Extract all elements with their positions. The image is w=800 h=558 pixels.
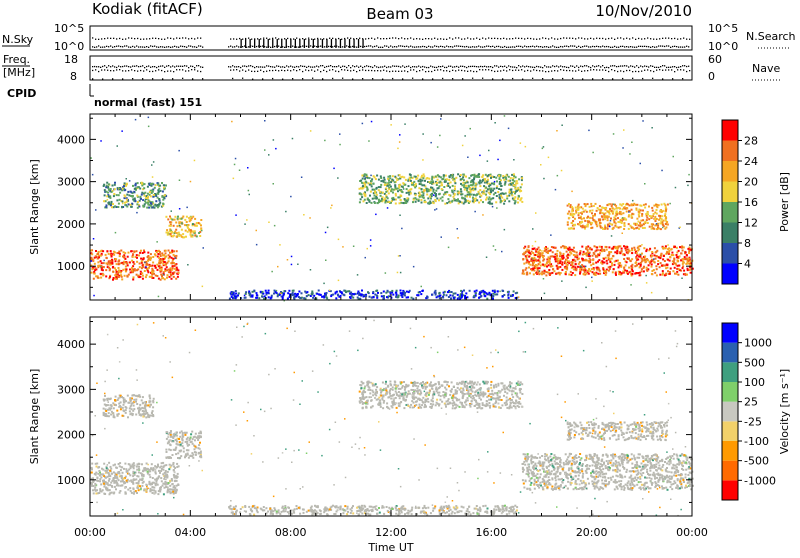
velocity-colorbar-tick-5: -100	[744, 435, 769, 448]
cpid-label: CPID	[7, 87, 36, 100]
xtick-label-5: 20:00	[576, 526, 608, 539]
freq-tick-bottom: 8	[70, 70, 77, 83]
power-region-1	[165, 216, 202, 239]
velocity-colorbar-label: Velocity [m s⁻¹]	[778, 369, 791, 454]
velocity-colorbar-segment-3	[722, 421, 738, 441]
velocity-region-4	[522, 453, 695, 491]
power-region-5	[567, 203, 669, 230]
freq-strip-frame	[90, 56, 692, 80]
velocity-colorbar-tick-0: 1000	[744, 337, 772, 350]
velocity-region-5	[567, 421, 668, 441]
power-colorbar-tick-6: 28	[744, 135, 758, 148]
velocity-ytick-label-0: 1000	[57, 474, 85, 487]
freq-tick-top: 18	[64, 53, 78, 66]
power-colorbar-segment-4	[722, 182, 738, 203]
beam-title: Beam 03	[366, 5, 433, 23]
velocity-colorbar-segment-1	[722, 461, 738, 481]
velocity-ytick-label-3: 4000	[57, 338, 85, 351]
velocity-colorbar: 1000 500 100 25 -25 -100 -500 -1000 Velocity [m …	[722, 323, 791, 500]
power-ytick-label-1: 2000	[57, 218, 85, 231]
xtick-label-1: 04:00	[174, 526, 206, 539]
power-colorbar-tick-3: 16	[744, 196, 758, 209]
velocity-panel: 1000 2000 3000 4000 00:00 04:00 08:00 12:00 16:0…	[28, 317, 791, 539]
power-colorbar-segment-6	[722, 141, 738, 162]
power-colorbar: 4 8 12 16 20 24 28 Power [dB]	[722, 120, 791, 284]
velocity-region-3	[359, 381, 524, 410]
power-region-0	[90, 249, 180, 280]
x-axis-title: Time UT	[367, 541, 413, 554]
velocity-region-1	[165, 430, 202, 459]
date-title: 10/Nov/2010	[595, 2, 692, 20]
velocity-colorbar-segment-4	[722, 402, 738, 422]
nsearch-tick-bottom: 10^0	[708, 40, 738, 53]
nsky-strip-data	[92, 37, 690, 48]
xtick-label-4: 16:00	[475, 526, 507, 539]
power-colorbar-segment-2	[722, 223, 738, 244]
power-colorbar-tick-2: 12	[744, 217, 758, 230]
freq-strip-data	[92, 65, 690, 80]
station-title: Kodiak (fitACF)	[92, 0, 203, 18]
power-ylabel: Slant Range [km]	[28, 159, 41, 255]
power-colorbar-segment-3	[722, 202, 738, 223]
nsky-label: N.Sky	[2, 33, 34, 46]
power-colorbar-segment-7	[722, 120, 738, 141]
freq-unit-label: [MHz]	[3, 66, 35, 79]
cpid-mode: normal (fast) 151	[94, 96, 202, 109]
nsearch-tick-top: 10^5	[708, 22, 738, 35]
velocity-colorbar-tick-2: 100	[744, 376, 765, 389]
power-region-2	[103, 182, 167, 209]
nave-tick-top: 60	[708, 53, 722, 66]
nave-tick-bottom: 0	[708, 70, 715, 83]
velocity-region-0	[90, 462, 180, 496]
power-colorbar-tick-1: 8	[744, 237, 751, 250]
power-region-6	[229, 290, 518, 300]
velocity-ylabel: Slant Range [km]	[28, 369, 41, 465]
power-ytick-label-0: 1000	[57, 260, 85, 273]
velocity-ytick-label-1: 2000	[57, 429, 85, 442]
velocity-colorbar-segment-8	[722, 323, 738, 343]
velocity-colorbar-tick-4: -25	[744, 415, 762, 428]
velocity-region-2	[103, 394, 155, 418]
power-colorbar-tick-0: 4	[744, 258, 751, 271]
xtick-label-3: 12:00	[375, 526, 407, 539]
xtick-label-0: 00:00	[74, 526, 106, 539]
power-region-4	[522, 245, 694, 276]
velocity-colorbar-tick-7: -1000	[744, 474, 776, 487]
power-colorbar-segment-5	[722, 161, 738, 182]
xtick-label-2: 08:00	[275, 526, 307, 539]
velocity-ytick-label-2: 3000	[57, 383, 85, 396]
power-scatter-regions	[90, 173, 694, 300]
velocity-colorbar-segment-0	[722, 480, 738, 500]
power-region-3	[359, 173, 524, 205]
velocity-panel-frame	[90, 317, 692, 516]
velocity-colorbar-segment-5	[722, 382, 738, 402]
velocity-scatter-regions	[90, 381, 694, 516]
velocity-colorbar-segment-6	[722, 362, 738, 382]
nave-label: Nave	[752, 62, 780, 75]
velocity-colorbar-segment-2	[722, 441, 738, 461]
nsearch-label: N.Search	[746, 30, 796, 43]
power-colorbar-segment-0	[722, 264, 738, 285]
velocity-colorbar-segment-7	[722, 343, 738, 363]
nsky-tick-bottom: 10^0	[54, 40, 84, 53]
power-colorbar-segment-1	[722, 243, 738, 264]
power-colorbar-tick-5: 24	[744, 155, 758, 168]
freq-label: Freq.	[3, 53, 30, 66]
power-colorbar-tick-4: 20	[744, 176, 758, 189]
power-ytick-label-3: 4000	[57, 133, 85, 146]
velocity-region-6	[228, 505, 518, 516]
velocity-colorbar-tick-3: 25	[744, 396, 758, 409]
nsky-tick-top: 10^5	[54, 22, 84, 35]
power-colorbar-label: Power [dB]	[778, 172, 791, 232]
velocity-colorbar-tick-1: 500	[744, 356, 765, 369]
power-panel: 1000 2000 3000 4000 Slant Range [km] 4 8 12 16 20…	[28, 114, 791, 301]
xtick-label-6: 00:00	[676, 526, 708, 539]
power-ytick-label-2: 3000	[57, 176, 85, 189]
velocity-colorbar-tick-6: -500	[744, 455, 769, 468]
